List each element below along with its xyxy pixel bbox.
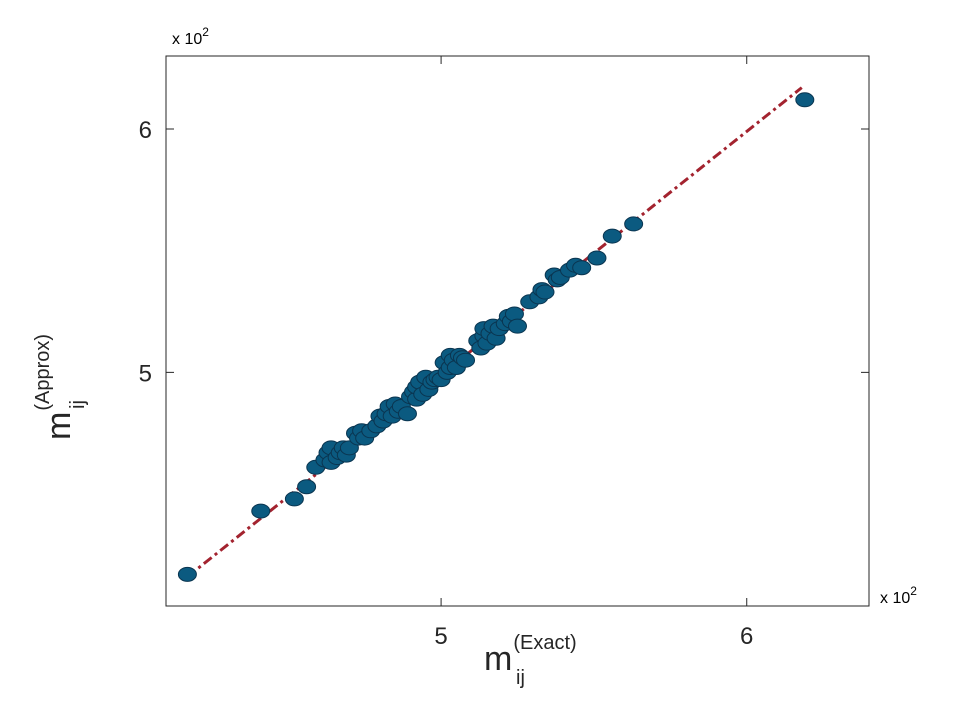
data-point: [624, 216, 644, 232]
x-tick-label: 6: [740, 623, 753, 650]
data-point: [795, 92, 815, 108]
data-point: [587, 250, 607, 266]
x-axis-title-sup: (Exact): [513, 632, 576, 654]
data-points-layer: [177, 92, 815, 582]
ticks-layer: 5 6 5 6: [139, 56, 869, 650]
x-exponent-label: x 102: [880, 584, 917, 607]
plot-frame: [165, 55, 870, 607]
y-axis-title-sup: (Approx): [32, 334, 54, 411]
x-axis-title-main: m: [484, 640, 512, 678]
data-point: [456, 352, 476, 368]
y-axis-title-main: m: [40, 412, 78, 440]
data-point: [177, 566, 197, 582]
data-point: [297, 479, 317, 495]
data-point: [504, 306, 524, 322]
y-axis-title-text: m(Approx): [32, 334, 78, 440]
data-point: [251, 503, 271, 519]
y-axis-title-sub: ij: [67, 400, 89, 409]
x-axis-title: m(Exact): [484, 632, 577, 678]
x-exponent-power: 2: [910, 584, 917, 598]
data-point: [535, 284, 555, 300]
data-point: [602, 228, 622, 244]
data-point: [397, 406, 417, 422]
x-exponent-base: x 10: [880, 590, 910, 607]
y-tick-label: 6: [139, 117, 152, 144]
x-axis-title-sub: ij: [516, 667, 525, 689]
y-axis-title: m(Approx) ij: [32, 334, 89, 440]
y-exponent-power: 2: [202, 25, 209, 39]
data-point: [284, 491, 304, 507]
data-point: [508, 318, 527, 334]
x-tick-label: 5: [434, 623, 447, 650]
y-exponent-base: x 10: [172, 31, 202, 48]
data-point: [572, 260, 592, 276]
y-exponent-label: x 102: [172, 25, 209, 48]
y-tick-label: 5: [139, 360, 152, 387]
